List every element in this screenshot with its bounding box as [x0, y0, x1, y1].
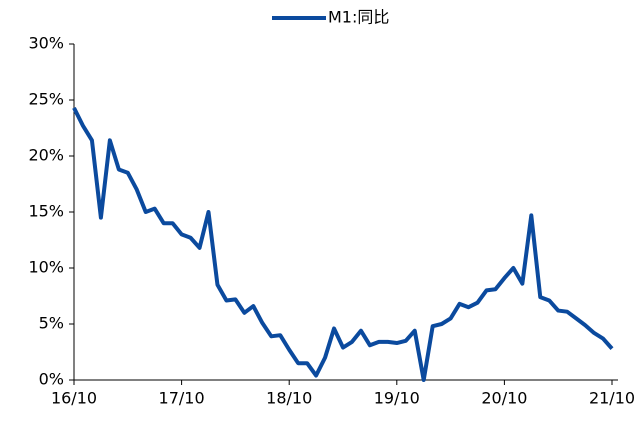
y-tick-label: 5%: [39, 314, 64, 333]
line-series: [72, 106, 614, 382]
y-tick-label: 20%: [28, 146, 64, 165]
y-tick-label: 0%: [39, 370, 64, 389]
x-tick-label: 17/10: [159, 389, 205, 408]
y-tick-label: 15%: [28, 202, 64, 221]
y-tick-label: 10%: [28, 258, 64, 277]
x-tick-label: 16/10: [51, 389, 97, 408]
x-tick-label: 19/10: [374, 389, 420, 408]
y-tick-label: 30%: [28, 34, 64, 53]
x-tick-label: 18/10: [266, 389, 312, 408]
legend-label: M1:同比: [328, 8, 389, 27]
x-tick-label: 21/10: [589, 389, 635, 408]
y-tick-label: 25%: [28, 90, 64, 109]
x-tick-label: 20/10: [481, 389, 527, 408]
